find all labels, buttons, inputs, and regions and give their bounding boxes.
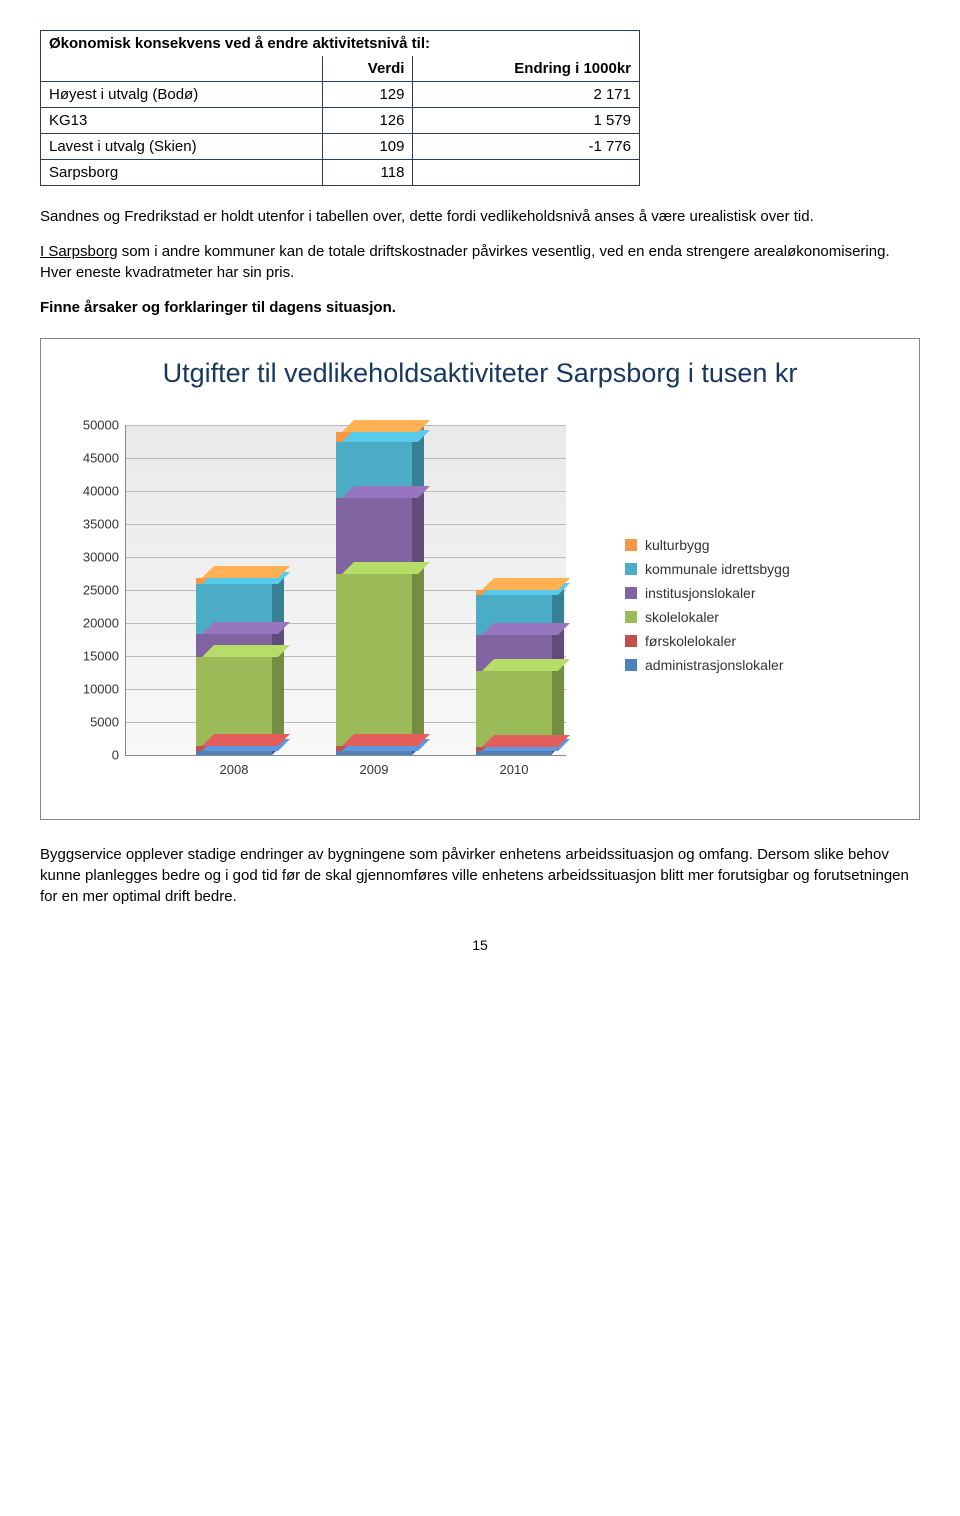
chart-plot: 2008 2009 2010 0 5000 10000 15000 20000 25000 30… [65, 415, 605, 795]
row-endring: -1 776 [413, 134, 640, 160]
bar-segment [336, 751, 424, 755]
y-tick-label: 20000 [69, 615, 119, 630]
row-endring: 2 171 [413, 82, 640, 108]
y-tick-label: 45000 [69, 450, 119, 465]
legend-label: institusjonslokaler [645, 585, 756, 601]
legend-label: administrasjonslokaler [645, 657, 784, 673]
y-tick-label: 15000 [69, 648, 119, 663]
row-endring [413, 160, 640, 186]
legend-item: kulturbygg [625, 537, 790, 553]
row-verdi: 129 [322, 82, 413, 108]
legend-item: kommunale idrettsbygg [625, 561, 790, 577]
x-tick-label: 2009 [314, 762, 434, 777]
konsekvens-table: Økonomisk konsekvens ved å endre aktivit… [40, 30, 640, 186]
legend-label: skolelokaler [645, 609, 719, 625]
row-label: Sarpsborg [41, 160, 323, 186]
chart-legend: kulturbygg kommunale idrettsbygg institusj… [625, 529, 790, 681]
row-verdi: 109 [322, 134, 413, 160]
legend-item: institusjonslokaler [625, 585, 790, 601]
bar-segment [476, 751, 564, 754]
legend-label: førskolelokaler [645, 633, 736, 649]
bar-segment [336, 574, 424, 746]
x-tick-label: 2008 [174, 762, 294, 777]
legend-swatch [625, 659, 637, 671]
y-tick-label: 50000 [69, 417, 119, 432]
y-tick-label: 10000 [69, 681, 119, 696]
para2: I Sarpsborg som i andre kommuner kan de … [40, 241, 920, 283]
page-number: 15 [40, 937, 920, 953]
para2-underline: I Sarpsborg [40, 243, 118, 260]
para3: Finne årsaker og forklaringer til dagens… [40, 297, 920, 318]
x-tick-label: 2010 [454, 762, 574, 777]
row-label: KG13 [41, 108, 323, 134]
col-endring: Endring i 1000kr [413, 56, 640, 82]
legend-label: kulturbygg [645, 537, 710, 553]
y-tick-label: 30000 [69, 549, 119, 564]
row-verdi: 126 [322, 108, 413, 134]
legend-item: administrasjonslokaler [625, 657, 790, 673]
y-tick-label: 5000 [69, 714, 119, 729]
bar-segment [196, 751, 284, 755]
table-title: Økonomisk konsekvens ved å endre aktivit… [41, 31, 640, 57]
legend-swatch [625, 635, 637, 647]
legend-swatch [625, 563, 637, 575]
col-verdi: Verdi [322, 56, 413, 82]
para1: Sandnes og Fredrikstad er holdt utenfor … [40, 206, 920, 227]
row-label: Lavest i utvalg (Skien) [41, 134, 323, 160]
legend-label: kommunale idrettsbygg [645, 561, 790, 577]
legend-swatch [625, 611, 637, 623]
row-verdi: 118 [322, 160, 413, 186]
chart-frame: Utgifter til vedlikeholdsaktiviteter Sar… [40, 338, 920, 820]
row-label: Høyest i utvalg (Bodø) [41, 82, 323, 108]
y-tick-label: 35000 [69, 516, 119, 531]
row-endring: 1 579 [413, 108, 640, 134]
y-tick-label: 40000 [69, 483, 119, 498]
y-tick-label: 0 [69, 747, 119, 762]
para2-rest: som i andre kommuner kan de totale drift… [40, 243, 890, 281]
bar-segment [196, 657, 284, 746]
chart-title: Utgifter til vedlikeholdsaktiviteter Sar… [65, 357, 895, 391]
legend-swatch [625, 539, 637, 551]
legend-item: skolelokaler [625, 609, 790, 625]
legend-swatch [625, 587, 637, 599]
para4: Byggservice opplever stadige endringer a… [40, 844, 920, 907]
y-tick-label: 25000 [69, 582, 119, 597]
legend-item: førskolelokaler [625, 633, 790, 649]
